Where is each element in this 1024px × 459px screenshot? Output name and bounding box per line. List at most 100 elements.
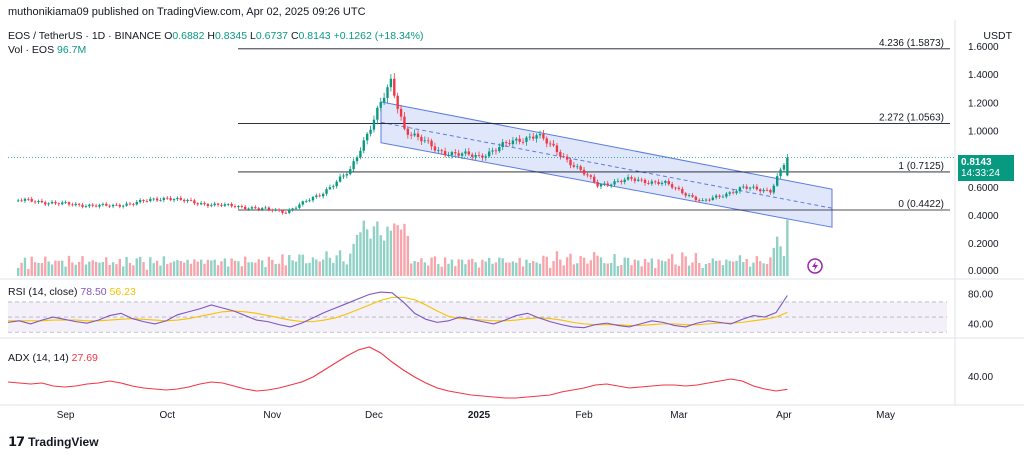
- volume-bar: [437, 264, 440, 276]
- candle-body: [772, 185, 775, 193]
- candle-body: [176, 197, 179, 200]
- volume-bar: [776, 236, 779, 276]
- volume-bar: [565, 257, 569, 276]
- fib-level-label: 1 (0.7125): [898, 161, 944, 172]
- candle-body: [467, 151, 471, 155]
- volume-bar: [498, 257, 501, 276]
- price-tick-label: 0.6000: [968, 183, 999, 194]
- volume-bar: [670, 254, 674, 276]
- candle-body: [616, 180, 620, 182]
- candle-body: [301, 201, 304, 205]
- volume-bar: [569, 253, 572, 276]
- candle-body: [532, 136, 535, 139]
- volume-bar: [321, 259, 325, 276]
- volume-bar: [406, 235, 410, 276]
- candle-body: [159, 199, 162, 201]
- candle-body: [179, 197, 182, 200]
- candle-body: [447, 155, 450, 156]
- volume-bar: [325, 251, 328, 276]
- volume-bar: [105, 257, 108, 276]
- volume-bar: [748, 266, 752, 276]
- volume-bar: [203, 263, 206, 276]
- volume-bar: [294, 261, 298, 276]
- volume-bar: [491, 263, 494, 276]
- volume-bar: [193, 259, 196, 276]
- candle-body: [30, 199, 33, 202]
- candle-body: [582, 169, 586, 175]
- tradingview-footer[interactable]: 𝟭𝟳 TradingView: [8, 434, 99, 450]
- volume-bar: [111, 262, 115, 276]
- volume-bar: [745, 259, 748, 276]
- volume-bar: [379, 235, 382, 276]
- volume-legend[interactable]: Vol · EOS 96.7M: [8, 44, 86, 56]
- volume-bar: [731, 261, 735, 276]
- candle-body: [61, 202, 64, 205]
- volume-bar: [616, 265, 620, 276]
- volume-bar: [660, 260, 664, 276]
- candle-body: [237, 206, 240, 208]
- candle-body: [399, 108, 403, 117]
- volume-bar: [318, 261, 321, 276]
- volume-bar: [186, 259, 189, 276]
- candle-body: [416, 133, 420, 138]
- symbol-title[interactable]: EOS / TetherUS · 1D · BINANCE: [8, 30, 162, 42]
- volume-bar: [515, 262, 518, 276]
- volume-bar: [735, 260, 738, 276]
- volume-bar: [481, 259, 484, 276]
- candle-body: [64, 202, 67, 204]
- alert-icon[interactable]: [807, 258, 823, 274]
- candle-body: [511, 140, 515, 145]
- candle-body: [525, 137, 528, 142]
- adx-value: 27.69: [71, 352, 98, 364]
- candle-body: [687, 195, 691, 196]
- candle-body: [88, 204, 91, 207]
- candle-body: [193, 200, 196, 204]
- volume-bar: [738, 255, 742, 276]
- volume-bar: [715, 260, 718, 276]
- volume-bar: [20, 262, 23, 276]
- rsi-legend[interactable]: RSI (14, close) 78.50 56.23: [8, 286, 136, 298]
- candle-body: [98, 204, 101, 207]
- candle-body: [738, 187, 742, 192]
- volume-bar: [609, 262, 613, 276]
- volume-bar: [779, 246, 782, 276]
- currency-label[interactable]: USDT: [983, 30, 1012, 42]
- candle-body: [365, 133, 369, 141]
- candle-body: [227, 203, 230, 205]
- candle-body: [721, 196, 725, 198]
- candle-body: [643, 179, 647, 184]
- volume-bar: [657, 259, 660, 276]
- volume-bar: [247, 262, 250, 276]
- volume-bar: [589, 260, 593, 276]
- candle-body: [718, 195, 721, 197]
- volume-bar: [474, 262, 477, 276]
- volume-bar: [708, 263, 711, 276]
- rsi-line: [7, 291, 788, 329]
- candle-body: [321, 193, 325, 197]
- candle-body: [477, 155, 481, 156]
- volume-bar: [603, 263, 606, 276]
- candle-body: [128, 203, 132, 205]
- candle-body: [548, 143, 552, 145]
- candle-body: [735, 191, 738, 194]
- volume-bar: [237, 261, 240, 276]
- volume-bar: [752, 262, 755, 276]
- volume-bar: [88, 261, 91, 276]
- volume-bar: [762, 263, 765, 276]
- volume-bar: [677, 265, 681, 276]
- candle-body: [406, 128, 410, 135]
- candle-body: [267, 207, 271, 210]
- tradingview-logo-icon: 𝟭𝟳: [8, 434, 25, 449]
- candle-body: [294, 207, 298, 209]
- candle-body: [504, 142, 508, 144]
- volume-bar: [298, 254, 301, 276]
- candle-body: [752, 186, 755, 188]
- candle-body: [708, 199, 711, 201]
- rsi-value: 78.50: [80, 286, 107, 298]
- candle-body: [433, 146, 437, 151]
- volume-bar: [40, 263, 44, 276]
- adx-legend[interactable]: ADX (14, 14) 27.69: [8, 352, 98, 364]
- volume-bar: [254, 262, 257, 276]
- volume-bar: [494, 262, 498, 276]
